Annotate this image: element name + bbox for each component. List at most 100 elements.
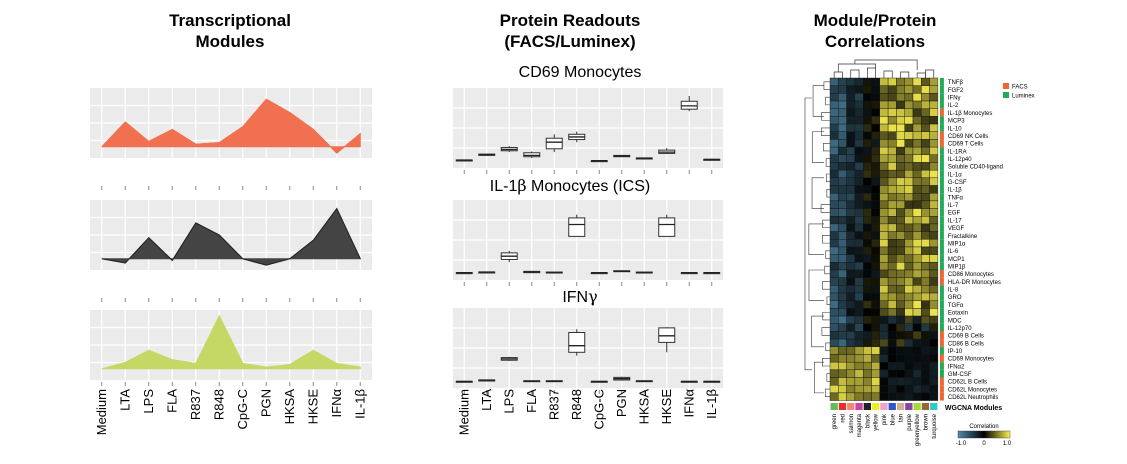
heat-cell <box>854 308 864 317</box>
box-body <box>680 100 698 110</box>
heat-cell <box>838 192 847 202</box>
heat-cell <box>846 331 856 340</box>
heat-cell <box>921 323 930 332</box>
heat-cell <box>846 346 856 355</box>
heat-cell <box>838 246 847 255</box>
column-label: magenta <box>857 413 863 437</box>
heat-cell <box>863 146 872 155</box>
heat-cell <box>854 331 864 340</box>
colorbar-tick: 0 <box>982 441 986 447</box>
heat-cell <box>846 392 856 401</box>
legend-swatch <box>1003 92 1009 98</box>
heat-cell <box>912 139 922 148</box>
row-source-bar <box>939 316 944 324</box>
heat-cell <box>846 192 856 202</box>
x-tick-label: R848 <box>569 389 584 420</box>
heat-cell <box>904 269 914 278</box>
heat-cell <box>846 361 856 371</box>
row-source-bar <box>939 270 944 278</box>
heat-cell <box>887 300 897 309</box>
heat-cell <box>871 131 881 140</box>
heat-cell <box>854 216 864 225</box>
heat-cell <box>887 269 897 278</box>
heat-cell <box>871 77 881 86</box>
heat-cell <box>921 100 930 109</box>
heat-cell <box>904 77 914 86</box>
heat-cell <box>879 231 889 240</box>
heat-cell <box>896 369 905 378</box>
row-label: IL-12p70 <box>948 326 972 332</box>
heat-cell <box>838 308 847 317</box>
box-2-IFNα <box>680 272 698 275</box>
heat-cell <box>871 200 881 209</box>
heat-cell <box>904 146 914 155</box>
row-label: HLA-DR Monocytes <box>948 280 1001 286</box>
heat-cell <box>829 377 839 386</box>
row-source-bar <box>939 354 944 363</box>
column-label: salmon <box>849 414 855 433</box>
row-label: TNFβ <box>948 80 964 86</box>
row-label: IL-1α <box>948 172 962 178</box>
heat-cell <box>854 231 864 240</box>
row-label: MIP1β <box>948 265 966 271</box>
area-line-3 <box>101 314 361 370</box>
x-tick-label: HKSE <box>305 389 320 425</box>
heat-cell <box>863 131 872 140</box>
heat-cell <box>871 323 881 332</box>
heat-cell <box>896 162 905 171</box>
heat-cell <box>904 192 914 202</box>
dendro-branch <box>825 158 830 167</box>
dendro-branch <box>867 67 876 78</box>
module-swatch-turquoise <box>930 403 938 410</box>
heat-cell <box>829 392 839 401</box>
row-label: G-CSF <box>948 180 967 186</box>
heat-cell <box>879 254 889 263</box>
heat-cell <box>879 354 889 363</box>
heat-cell <box>887 146 897 155</box>
heat-cell <box>863 100 872 109</box>
heat-cell <box>879 177 889 186</box>
heat-cell <box>912 285 922 294</box>
heat-cell <box>929 177 939 186</box>
heat-cell <box>912 269 922 278</box>
row-source-bar <box>939 231 944 240</box>
heat-cell <box>896 100 905 109</box>
heat-cell <box>829 254 839 263</box>
heat-cell <box>887 315 897 324</box>
heat-cell <box>879 323 889 332</box>
heat-cell <box>871 285 881 294</box>
area-panel-1 <box>90 88 372 158</box>
box-1-FLA <box>523 151 541 159</box>
heat-cell <box>921 254 930 263</box>
heat-cell <box>921 239 930 248</box>
heat-cell <box>838 354 847 363</box>
row-label: IFNγ <box>948 96 961 102</box>
box-2-PGN <box>613 270 631 273</box>
box-title-ifng: IFNγ <box>562 287 598 306</box>
heat-cell <box>846 231 856 240</box>
colorbar-title: Correlation <box>969 424 998 430</box>
heat-cell <box>863 200 872 209</box>
row-source-bar <box>939 108 944 117</box>
row-source-bar <box>939 223 944 232</box>
heat-cell <box>879 285 889 294</box>
heat-cell <box>921 292 930 301</box>
box-2-IL-1β <box>703 272 721 275</box>
heat-cell <box>921 246 930 255</box>
row-label: CD86 Monocytes <box>948 272 994 278</box>
box-2-R837 <box>545 271 563 274</box>
heat-cell <box>871 169 881 179</box>
heat-cell <box>896 169 905 179</box>
heat-cell <box>912 93 922 102</box>
heat-cell <box>871 346 881 355</box>
heat-cell <box>904 239 914 248</box>
row-label: IL-1β <box>948 188 962 194</box>
x-tick-label: R837 <box>546 389 561 420</box>
heat-cell <box>829 185 839 194</box>
column-label: purple <box>907 413 913 430</box>
heat-cell <box>879 300 889 309</box>
heat-cell <box>846 208 856 217</box>
heat-cell <box>846 100 856 109</box>
heat-cell <box>904 292 914 301</box>
row-source-bar <box>939 323 944 332</box>
